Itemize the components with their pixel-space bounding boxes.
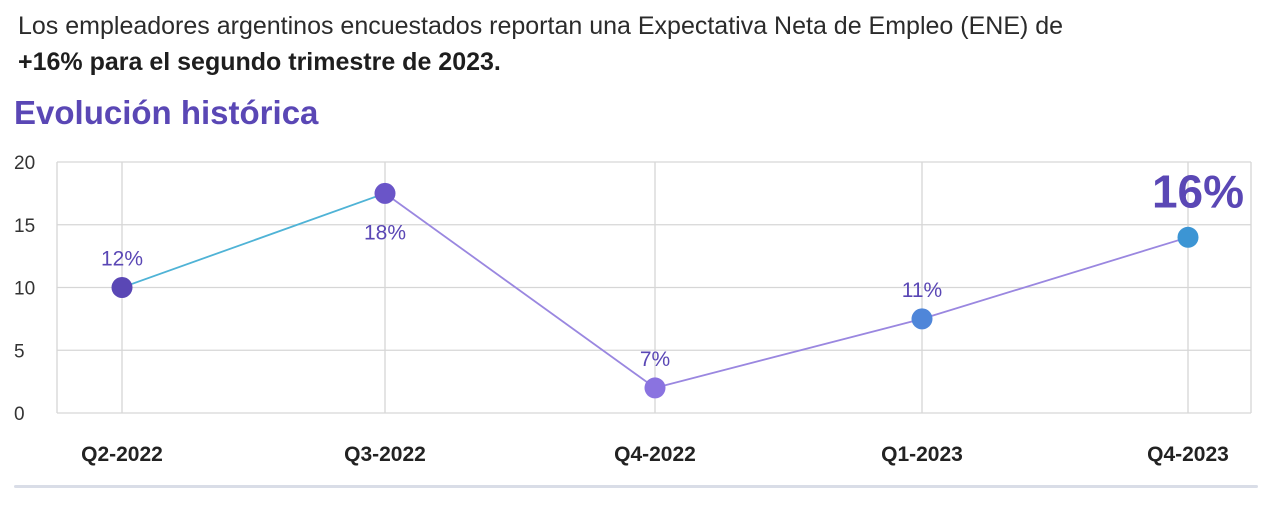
data-label: 7%: [640, 348, 670, 371]
x-axis: Q2-2022 Q3-2022 Q4-2022 Q1-2023 Q4-2023: [81, 443, 1229, 466]
data-point: [644, 377, 666, 399]
data-label: 16%: [1152, 165, 1244, 217]
y-tick-label: 0: [14, 404, 25, 425]
data-labels: 12% 18% 7% 11% 16%: [101, 165, 1244, 371]
y-axis: 0 5 10 15 20: [14, 153, 35, 425]
data-point: [374, 182, 396, 204]
intro-line-2: +16% para el segundo trimestre de 2023.: [18, 48, 501, 76]
series-points: [111, 182, 1199, 399]
bottom-divider: [14, 485, 1258, 488]
line-chart: 0 5 10 15 20 Q2-2022 Q3-2022 Q4-2022 Q1-2023 Q4-…: [14, 153, 1252, 466]
y-tick-label: 15: [14, 216, 35, 237]
chart-title: Evolución histórica: [14, 94, 319, 131]
data-point: [911, 308, 933, 330]
data-label: 12%: [101, 248, 143, 271]
x-tick-label: Q2-2022: [81, 443, 163, 466]
series-line: [121, 192, 1189, 389]
intro-text: Los empleadores argentinos encuestados r…: [18, 8, 1258, 80]
x-tick-label: Q1-2023: [881, 443, 963, 466]
data-label: 11%: [902, 279, 942, 302]
series-segment: [654, 318, 923, 389]
data-point: [111, 277, 133, 298]
x-tick-label: Q4-2022: [614, 443, 696, 466]
series-segment: [121, 192, 386, 289]
y-tick-label: 10: [14, 279, 35, 300]
series-segment: [921, 236, 1189, 320]
chart-grid: [56, 161, 1252, 414]
data-point: [1177, 226, 1199, 248]
y-tick-label: 20: [14, 153, 35, 174]
x-tick-label: Q4-2023: [1147, 443, 1229, 466]
intro-line-1: Los empleadores argentinos encuestados r…: [18, 12, 1064, 40]
data-label: 18%: [364, 221, 406, 244]
x-tick-label: Q3-2022: [344, 443, 426, 466]
series-segment: [384, 192, 656, 389]
y-tick-label: 5: [14, 341, 25, 362]
